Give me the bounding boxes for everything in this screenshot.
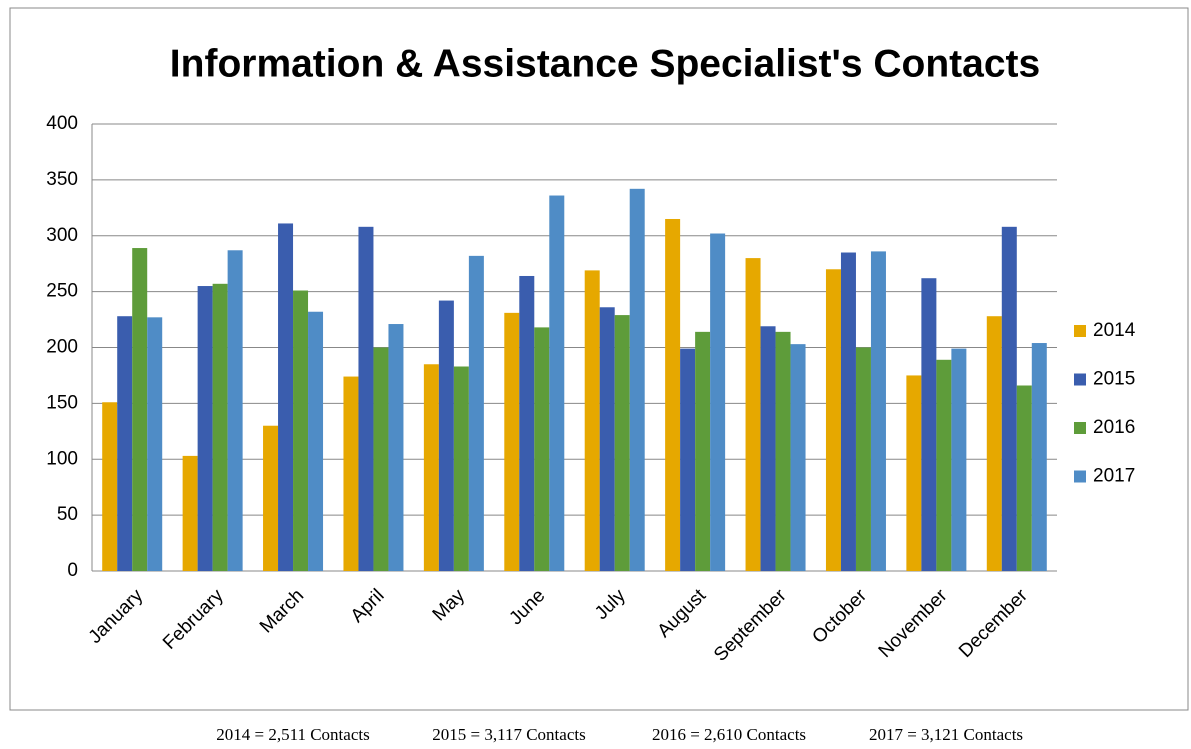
bar — [870, 251, 886, 571]
bar — [855, 347, 871, 571]
bar — [629, 188, 645, 571]
bar — [825, 269, 841, 571]
footer-note: 2016 = 2,610 Contacts — [652, 725, 806, 744]
bar — [212, 283, 228, 571]
bar — [147, 317, 163, 571]
bar — [308, 311, 324, 571]
bar — [468, 255, 484, 572]
y-tick-label: 350 — [46, 169, 78, 190]
bar — [1016, 385, 1032, 571]
bar — [790, 344, 806, 571]
bar — [951, 348, 967, 571]
footer-note: 2017 = 3,121 Contacts — [869, 725, 1023, 744]
bar — [227, 250, 243, 571]
y-tick-label: 150 — [46, 392, 78, 413]
bar — [197, 286, 213, 571]
bar — [534, 327, 550, 571]
legend-swatch — [1074, 325, 1086, 337]
legend-label: 2014 — [1093, 320, 1136, 341]
bar — [1031, 343, 1047, 571]
y-tick-label: 0 — [67, 560, 78, 581]
legend-swatch — [1074, 470, 1086, 483]
footer-note: 2014 = 2,511 Contacts — [216, 725, 369, 744]
bar — [775, 331, 791, 571]
bar — [680, 348, 696, 571]
legend-label: 2016 — [1093, 417, 1135, 438]
bar — [906, 375, 922, 571]
bar — [453, 366, 469, 571]
y-tick-label: 250 — [46, 281, 78, 302]
bar — [373, 347, 389, 571]
bar — [343, 376, 359, 571]
bar — [745, 258, 761, 571]
bar — [438, 300, 454, 571]
chart-title: Information & Assistance Specialist's Co… — [170, 42, 1040, 85]
bar — [584, 270, 600, 571]
bar — [840, 252, 856, 571]
bar — [388, 324, 404, 571]
bar — [760, 326, 776, 571]
bar — [102, 402, 118, 571]
bar — [936, 359, 952, 571]
bar — [549, 195, 565, 571]
bar — [921, 278, 937, 571]
footer-note: 2015 = 3,117 Contacts — [432, 725, 585, 744]
bar — [132, 248, 148, 572]
bar — [519, 275, 535, 571]
y-tick-label: 100 — [46, 448, 78, 469]
bar — [423, 364, 439, 571]
bar — [1001, 226, 1017, 571]
y-tick-label: 50 — [57, 504, 78, 525]
bar — [665, 218, 681, 572]
bar — [182, 455, 198, 571]
y-tick-label: 300 — [46, 225, 78, 246]
legend-label: 2015 — [1093, 369, 1135, 390]
bar — [599, 307, 615, 571]
bar — [504, 312, 520, 571]
legend-swatch — [1074, 422, 1086, 434]
bar — [695, 331, 711, 571]
bar — [278, 223, 294, 571]
y-tick-label: 200 — [46, 337, 78, 358]
bar — [710, 233, 726, 571]
bar — [614, 315, 630, 571]
legend-label: 2017 — [1093, 466, 1135, 487]
legend-swatch — [1074, 373, 1086, 386]
bar — [117, 316, 133, 571]
bar — [358, 226, 374, 571]
bar — [293, 290, 309, 571]
bar — [986, 316, 1002, 571]
y-tick-label: 400 — [46, 113, 78, 134]
bar — [263, 425, 279, 571]
